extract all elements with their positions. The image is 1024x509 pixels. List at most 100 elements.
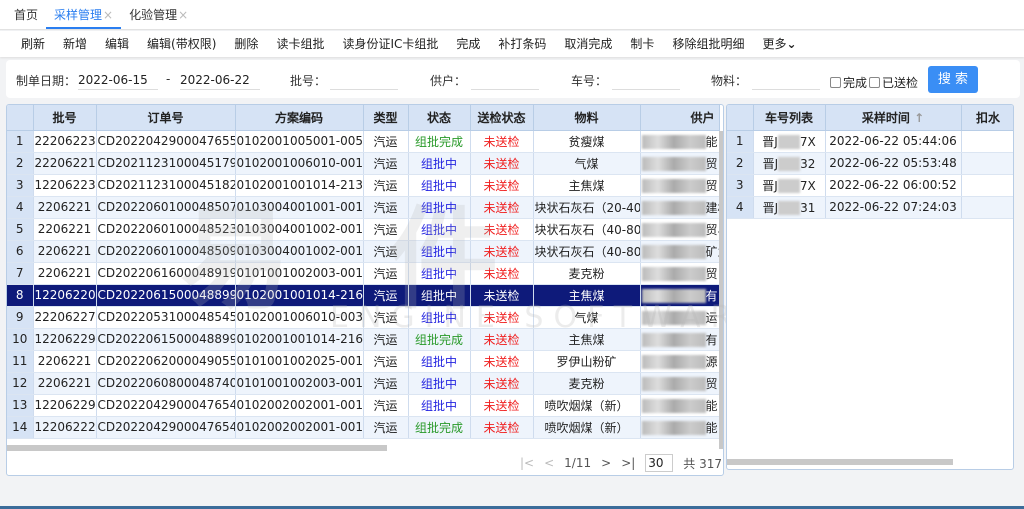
table-row[interactable]: 10 1220622965CD20220615000488990102001001… <box>7 328 720 351</box>
close-icon[interactable]: × <box>178 8 189 22</box>
table-row[interactable]: 3 1220622362CD202112310004518201020010010… <box>7 174 720 197</box>
sent-checkbox[interactable]: 已送检 <box>869 74 918 91</box>
table-row[interactable]: 4 晋J 31 2022-06-22 07:24:03 <box>727 196 1013 219</box>
cell-text: 麦克粉 <box>568 376 605 391</box>
cell-text: 未送检 <box>483 288 520 303</box>
cell-text: 12 <box>12 376 28 390</box>
cell: 能 <box>640 130 720 153</box>
table-row[interactable]: 2 晋J 32 2022-06-22 05:53:48 <box>727 152 1013 175</box>
cell-text: CD2022062000049055 <box>97 354 235 368</box>
column-header[interactable]: 类型 <box>363 105 409 131</box>
cell: 0101001002025-001 <box>235 350 364 373</box>
cell-text: 汽运 <box>373 134 398 149</box>
supplier-input[interactable] <box>471 70 539 90</box>
search-button[interactable]: 搜 索 <box>928 66 978 93</box>
table-row[interactable]: 14 1220622238CD20220429000476540102002002… <box>7 416 720 439</box>
column-header[interactable]: 车号列表 <box>753 105 826 131</box>
table-row[interactable]: 2 2220622196CD202112310004517901020010060… <box>7 152 720 175</box>
tab-0[interactable]: 首页 <box>6 0 46 29</box>
cell: CD2022060100048509 <box>96 240 236 263</box>
main-grid: 批号订单号方案编码类型状态送检状态物料供户12220622305CD202204… <box>6 104 724 476</box>
cell: 组批中 <box>408 372 471 395</box>
cell-text: 能 <box>705 134 718 149</box>
table-row[interactable]: 8 1220622048CD202206150004889901020010010… <box>7 284 720 307</box>
cell: 汽运 <box>363 240 409 263</box>
table-row[interactable]: 3 晋J 7X 2022-06-22 06:00:52 <box>727 174 1013 197</box>
vertical-scrollbar[interactable] <box>719 131 723 449</box>
sort-arrow-up-icon[interactable]: ↑ <box>909 110 925 125</box>
table-row[interactable]: 11 2206221 CD2022062000049055 0101001002025… <box>7 350 720 373</box>
column-header[interactable]: 批号 <box>33 105 97 131</box>
cell-text: 汽运 <box>373 332 398 347</box>
column-header[interactable]: 方案编码 <box>235 105 364 131</box>
cell: 汽运 <box>363 328 409 351</box>
table-row[interactable]: 13 1220622916CD20220429000476540102002002… <box>7 394 720 417</box>
table-row[interactable]: 6 2206221 CD2022060100048509 0103004001002-… <box>7 240 720 263</box>
cell: 汽运 <box>363 372 409 395</box>
column-header[interactable] <box>727 105 754 131</box>
tab-2[interactable]: 化验管理× <box>121 0 196 29</box>
table-row[interactable]: 1 晋J 7X 2022-06-22 05:44:06 <box>727 130 1013 153</box>
prev-page-button[interactable]: < <box>544 456 555 470</box>
done-checkbox[interactable]: 完成 <box>830 74 867 91</box>
close-icon[interactable]: × <box>103 8 114 22</box>
first-page-button[interactable]: |< <box>520 456 535 470</box>
column-header[interactable]: 采样时间 ↑ <box>825 105 962 131</box>
horizontal-scrollbar[interactable] <box>7 445 387 451</box>
toolbar-button-0[interactable]: 刷新 <box>12 31 54 57</box>
page-size-input[interactable]: 30 <box>645 454 674 472</box>
column-header[interactable]: 物料 <box>533 105 641 131</box>
table-row[interactable]: 9 2220622707CD202205310004854501020010060… <box>7 306 720 329</box>
table-row[interactable]: 1 2220622305CD202204290004765501020010050… <box>7 130 720 153</box>
cell: 组批中 <box>408 196 471 219</box>
horizontal-scrollbar[interactable] <box>727 459 953 465</box>
cell-text: 2 <box>735 156 744 170</box>
toolbar-button-6[interactable]: 读身份证IC卡组批 <box>333 31 447 57</box>
cell-text: 未送检 <box>483 200 520 215</box>
toolbar-label: 完成 <box>456 37 481 51</box>
cell: 0102001005001-005 <box>235 130 364 153</box>
truck-input[interactable] <box>612 70 680 90</box>
tab-1[interactable]: 采样管理× <box>46 0 122 29</box>
cell-text: 2022-06-22 05:53:48 <box>829 156 957 170</box>
last-page-button[interactable]: >| <box>621 456 636 470</box>
table-row[interactable]: 7 2206221 CD2022061600048919 0101001002003-… <box>7 262 720 285</box>
toolbar-button-11[interactable]: 移除组批明细 <box>663 31 753 57</box>
cell-text: 能 <box>705 398 718 413</box>
column-header[interactable]: 扣水 <box>961 105 1013 131</box>
cell-text: CD2022042900047655 <box>97 134 235 148</box>
cell: 块状石灰石（40-80） <box>533 218 641 241</box>
date-from-input[interactable]: 2022-06-15 <box>78 70 158 90</box>
cell-text: 汽运 <box>373 222 398 237</box>
next-page-button[interactable]: > <box>601 456 612 470</box>
column-header[interactable]: 送检状态 <box>470 105 534 131</box>
date-to-input[interactable]: 2022-06-22 <box>180 70 260 90</box>
toolbar-button-7[interactable]: 完成 <box>447 31 489 57</box>
toolbar-button-12[interactable]: 更多⌄ <box>753 31 805 57</box>
cell-text: 汽运 <box>373 398 398 413</box>
cell-text: 2022-06-22 05:44:06 <box>829 134 957 148</box>
material-input[interactable] <box>752 70 820 90</box>
toolbar-button-5[interactable]: 读卡组批 <box>267 31 333 57</box>
table-row[interactable]: 5 2206221 CD2022060100048523 0103004001002-… <box>7 218 720 241</box>
table-row[interactable]: 12 2206221 CD2022060800048740 0101001002003… <box>7 372 720 395</box>
cell-text: CD2022061600048919 <box>97 266 235 280</box>
batch-input[interactable] <box>330 70 398 90</box>
toolbar-button-4[interactable]: 删除 <box>225 31 267 57</box>
toolbar-button-1[interactable]: 新增 <box>54 31 96 57</box>
toolbar-button-9[interactable]: 取消完成 <box>555 31 621 57</box>
toolbar-button-3[interactable]: 编辑(带权限) <box>138 31 225 57</box>
toolbar-button-8[interactable]: 补打条码 <box>489 31 555 57</box>
cell-text: 0103004001002-001 <box>236 222 363 236</box>
cell: 2206221 <box>33 262 97 285</box>
toolbar-button-10[interactable]: 制卡 <box>621 31 663 57</box>
column-header[interactable] <box>7 105 34 131</box>
material-label: 物料： <box>711 74 748 88</box>
column-header[interactable]: 状态 <box>408 105 471 131</box>
toolbar-button-2[interactable]: 编辑 <box>96 31 138 57</box>
column-header[interactable]: 供户 <box>640 105 720 131</box>
cell-text: 0102001006010-001 <box>236 156 363 170</box>
table-row[interactable]: 4 2206221 CD2022060100048507 0103004001001-… <box>7 196 720 219</box>
column-header[interactable]: 订单号 <box>96 105 236 131</box>
cell-text: 11 <box>12 354 28 368</box>
